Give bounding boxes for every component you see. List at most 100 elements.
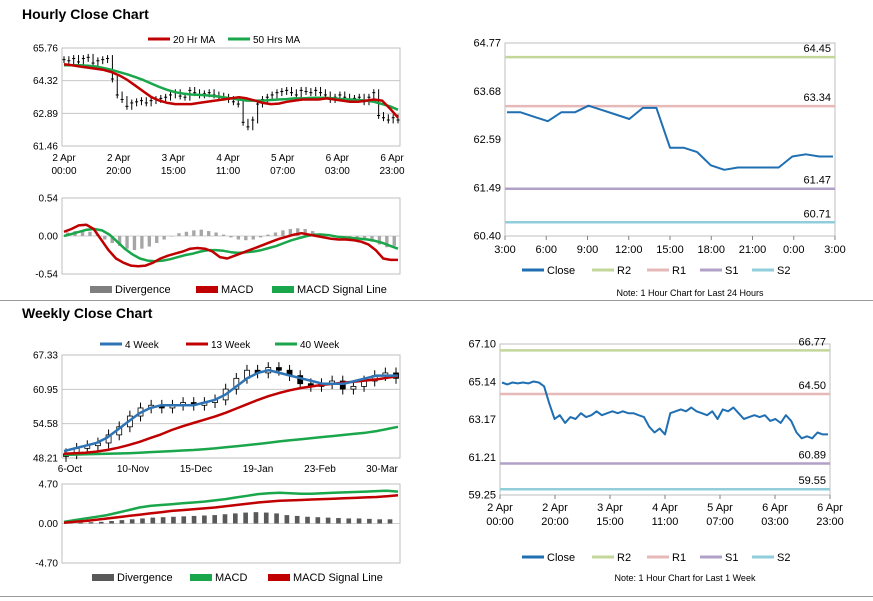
hourly-macd-divergence-bar — [244, 236, 248, 241]
weekly-price-legend-label: 40 Week — [300, 340, 340, 351]
hourly-price-x-tick-label: 4 Apr — [216, 153, 240, 164]
hourly-levels-y-tick-label: 63.68 — [473, 86, 501, 98]
weekly-macd-legend-swatch — [268, 574, 290, 581]
weekly-macd-divergence-bar — [367, 518, 372, 524]
weekly-levels-y-tick-label: 63.17 — [468, 414, 496, 426]
weekly-macd-divergence-bar — [315, 517, 321, 524]
weekly-levels-level-r1-label: 64.50 — [798, 380, 826, 392]
weekly-macd-divergence-bar — [150, 517, 156, 524]
hourly-macd-divergence-bar — [125, 236, 129, 249]
hourly-macd-legend-label: MACD Signal Line — [297, 284, 387, 296]
weekly-macd-divergence-bar — [263, 512, 269, 524]
weekly-macd-legend-swatch — [190, 574, 212, 581]
weekly-price-y-tick-label: 60.95 — [33, 385, 58, 396]
weekly-macd-divergence-bar — [325, 517, 331, 524]
hourly-macd-divergence-bar — [132, 236, 137, 251]
hourly-macd-divergence-bar — [192, 230, 196, 236]
hourly-macd-divergence-bar — [385, 236, 389, 248]
weekly-price-ma40-line — [63, 425, 399, 457]
hourly-macd-divergence-bar — [177, 233, 181, 236]
hourly-levels-legend-label: Close — [547, 265, 575, 277]
hourly-macd-divergence-bar — [88, 231, 92, 236]
hourly-macd-divergence-bar — [236, 236, 241, 240]
hourly-macd-divergence-bar — [362, 236, 367, 240]
hourly-macd-divergence-bar — [273, 232, 278, 236]
hourly-price-legend-label: 20 Hr MA — [173, 35, 216, 46]
hourly-price-x-tick-label: 15:00 — [161, 166, 186, 177]
hourly-macd-y-tick-label: 0.54 — [39, 194, 59, 205]
hourly-macd-legend-label: MACD — [221, 284, 253, 296]
hourly-levels-x-tick-label: 12:00 — [615, 244, 643, 256]
weekly-price-y-tick-label: 67.33 — [33, 351, 58, 362]
weekly-macd-divergence-bar — [98, 521, 104, 524]
hourly-levels-x-tick-label: 21:00 — [739, 244, 767, 256]
hourly-macd-divergence-bar — [207, 231, 211, 236]
weekly-macd-y-tick-label: 0.00 — [39, 519, 59, 530]
hourly-macd-divergence-bar — [370, 236, 374, 242]
weekly-macd-divergence-bar — [181, 516, 187, 524]
hourly-macd-divergence-bar — [377, 236, 382, 245]
hourly-price-y-tick-label: 62.89 — [33, 109, 58, 120]
hourly-levels-level-r2-label: 64.45 — [803, 43, 831, 55]
hourly-macd-divergence-bar — [80, 230, 85, 236]
weekly-price-candle-body — [350, 386, 357, 390]
weekly-levels-x-tick-label: 07:00 — [706, 516, 734, 528]
weekly-macd-legend-label: MACD Signal Line — [293, 572, 383, 584]
weekly-macd-divergence-bar — [222, 514, 228, 524]
hourly-macd-y-tick-label: -0.54 — [35, 270, 58, 281]
weekly-levels-y-tick-label: 61.21 — [468, 452, 496, 464]
hourly-macd-legend-swatch — [196, 286, 218, 293]
weekly-levels-x-tick-label: 20:00 — [541, 516, 569, 528]
weekly-macd-divergence-bar — [212, 515, 218, 524]
weekly-levels-legend-label: S1 — [725, 552, 738, 564]
hourly-price-legend-label: 50 Hrs MA — [253, 35, 301, 46]
weekly-levels-legend-label: R1 — [672, 552, 686, 564]
hourly-price-x-tick-label: 03:00 — [325, 166, 350, 177]
hourly-levels-x-tick-label: 15:00 — [656, 244, 684, 256]
weekly-levels-frame — [499, 343, 831, 496]
hourly-macd-divergence-bar — [296, 228, 300, 236]
hourly-price-y-tick-label: 64.32 — [33, 76, 58, 87]
hourly-macd-divergence-bar — [392, 236, 396, 246]
weekly-macd-divergence-bar — [294, 515, 300, 524]
hourly-levels-level-s1-label: 61.47 — [803, 175, 831, 187]
weekly-macd-y-tick-label: 4.70 — [39, 480, 59, 491]
hourly-price-x-tick-label: 5 Apr — [271, 153, 295, 164]
weekly-price-x-tick-label: 10-Nov — [117, 464, 149, 475]
hourly-levels-y-tick-label: 61.49 — [473, 182, 501, 194]
weekly-levels-y-tick-label: 67.10 — [468, 339, 496, 351]
weekly-price-candle-body — [339, 380, 346, 390]
hourly-macd-divergence-bar — [184, 231, 189, 236]
weekly-macd-divergence-bar — [78, 522, 83, 524]
weekly-levels-level-s2-label: 59.55 — [798, 475, 826, 487]
hourly-levels-frame — [504, 42, 836, 237]
hourly-macd-divergence-bar — [214, 232, 218, 236]
weekly-macd-divergence-bar — [109, 520, 114, 524]
weekly-macd-divergence-bar — [191, 515, 197, 524]
weekly-macd-line — [63, 489, 399, 524]
hourly-levels-level-r1-label: 63.34 — [803, 92, 831, 104]
weekly-levels-x-tick-label: 11:00 — [652, 516, 679, 528]
weekly-levels-x-tick-label: 3 Apr — [597, 502, 623, 514]
weekly-macd-divergence-bar — [253, 512, 259, 524]
hourly-price-ma20-line — [63, 62, 399, 119]
hourly-price-x-tick-label: 6 Apr — [380, 153, 404, 164]
weekly-price-frame — [61, 354, 401, 459]
weekly-macd-signal-line — [63, 494, 399, 524]
hourly-levels-legend-label: R2 — [617, 265, 631, 277]
hourly-levels-x-tick-label: 6:00 — [536, 244, 557, 256]
hourly-price-x-tick-label: 07:00 — [270, 166, 295, 177]
weekly-levels-x-tick-label: 23:00 — [816, 516, 844, 528]
weekly-levels-y-tick-label: 65.14 — [468, 376, 496, 388]
hourly-levels-x-tick-label: 0:00 — [783, 244, 804, 256]
weekly-macd-divergence-bar — [387, 519, 393, 524]
weekly-price-x-tick-label: 30-Mar — [366, 464, 398, 475]
hourly-levels-legend-label: S1 — [725, 265, 738, 277]
hourly-levels-x-tick-label: 18:00 — [697, 244, 725, 256]
weekly-levels-x-tick-label: 00:00 — [486, 516, 514, 528]
hourly-macd-divergence-bar — [251, 236, 255, 240]
weekly-price-ma4-line — [63, 368, 398, 453]
hourly-macd-divergence-bar — [147, 236, 151, 247]
hourly-levels-x-tick-label: 3:00 — [494, 244, 515, 256]
